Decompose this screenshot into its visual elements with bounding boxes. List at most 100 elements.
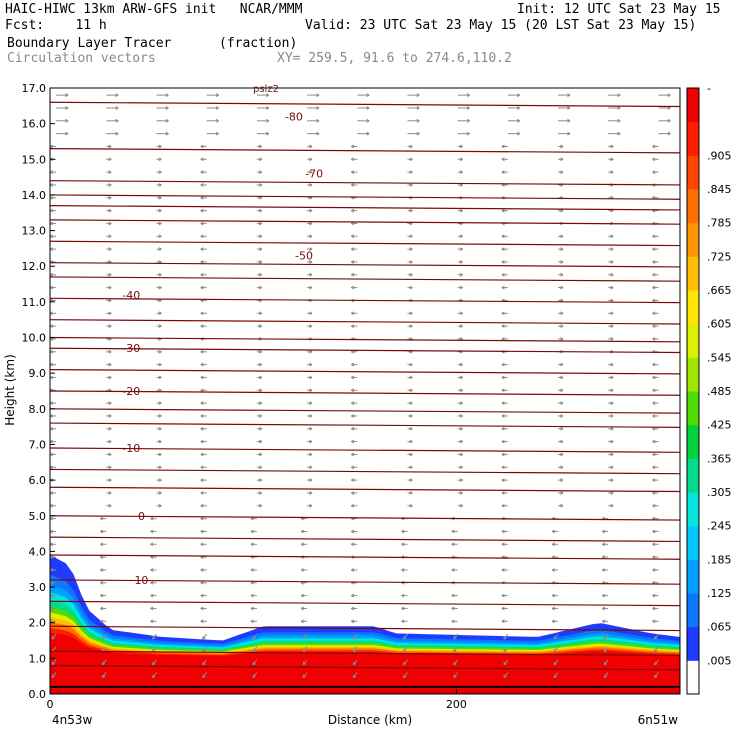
circulation-vector	[250, 619, 257, 624]
circulation-vector	[307, 106, 320, 110]
circulation-vector	[501, 362, 508, 367]
circulation-vector	[558, 170, 564, 175]
circulation-vector	[256, 221, 263, 226]
circulation-vector	[256, 157, 263, 162]
y-tick-label: 4.0	[29, 545, 47, 558]
circulation-vector	[652, 465, 659, 470]
circulation-vector	[200, 503, 207, 508]
circulation-vector	[106, 349, 112, 354]
colorbar-label: .245	[707, 520, 732, 533]
circulation-vector	[402, 646, 408, 653]
circulation-vector	[206, 118, 219, 123]
circulation-vector	[200, 414, 207, 418]
circulation-vector	[150, 580, 157, 585]
circulation-vector	[653, 633, 659, 640]
circulation-vector	[457, 118, 470, 123]
circulation-vector	[457, 106, 470, 110]
circulation-vector	[507, 131, 521, 136]
circulation-vector	[652, 568, 659, 572]
circulation-vector	[156, 349, 162, 354]
circulation-vector	[407, 260, 413, 264]
circulation-vector	[351, 414, 358, 418]
y-tick-label: 9.0	[29, 367, 47, 380]
circulation-vector	[200, 272, 207, 277]
circulation-vector	[351, 183, 358, 187]
colorbar: .005 .065 .125 .185 .245 .305 .365 .425 .485 .545…	[686, 82, 732, 695]
circulation-vector	[608, 414, 614, 418]
circulation-vector	[200, 388, 207, 393]
circulation-vector	[351, 491, 358, 495]
circulation-vector	[352, 633, 358, 640]
circulation-vector	[558, 337, 564, 341]
circulation-vector	[307, 452, 313, 457]
circulation-vector	[558, 234, 564, 239]
cross-section-coords: XY= 259.5, 91.6 to 274.6,110.2	[277, 51, 512, 66]
circulation-vector	[156, 221, 162, 226]
circulation-vector	[608, 401, 614, 405]
circulation-vector	[56, 118, 69, 123]
colorbar-swatch	[687, 323, 699, 358]
circulation-vector	[200, 568, 207, 572]
circulation-vector	[156, 247, 162, 252]
circulation-vector	[307, 478, 313, 482]
circulation-vector	[200, 247, 207, 252]
circulation-vector	[351, 272, 358, 277]
circulation-vector	[457, 388, 463, 393]
circulation-vector	[200, 195, 207, 200]
temperature-contour	[49, 447, 681, 453]
circulation-vector	[558, 311, 564, 316]
circulation-vector	[457, 452, 463, 457]
circulation-vector	[457, 503, 463, 508]
circulation-vector	[501, 170, 508, 175]
temperature-contour	[49, 101, 681, 108]
circulation-vector	[457, 144, 463, 149]
circulation-vector	[558, 157, 564, 162]
circulation-vector	[100, 593, 107, 598]
circulation-vector	[351, 388, 358, 393]
circulation-vector	[156, 195, 162, 200]
circulation-vector	[351, 426, 358, 431]
circulation-vector	[156, 272, 162, 277]
circulation-vector	[250, 606, 257, 611]
circulation-vector	[558, 465, 564, 470]
circulation-vector	[608, 285, 614, 290]
circulation-vector	[457, 375, 463, 380]
colorbar-swatch	[687, 626, 699, 661]
circulation-vector	[100, 516, 107, 521]
circulation-vector	[351, 503, 358, 508]
circulation-vector	[100, 555, 107, 559]
circulation-vector	[49, 593, 57, 598]
circulation-vector	[401, 542, 408, 547]
circulation-vector	[56, 131, 69, 136]
circulation-vector	[652, 324, 659, 328]
circulation-vector	[252, 646, 258, 653]
contour-label: -70	[305, 168, 323, 181]
circulation-vector	[658, 93, 671, 98]
circulation-vector	[100, 619, 107, 624]
circulation-vector	[501, 542, 508, 547]
circulation-vector	[407, 324, 413, 328]
circulation-vector	[503, 672, 509, 679]
circulation-vector	[652, 593, 659, 598]
circulation-vector	[351, 247, 358, 252]
circulation-vector	[307, 503, 313, 508]
circulation-vector	[101, 672, 107, 679]
circulation-vector	[608, 157, 614, 162]
circulation-vector	[351, 606, 358, 611]
circulation-vector	[156, 170, 162, 175]
circulation-vector	[156, 144, 162, 149]
circulation-vector	[49, 414, 57, 418]
circulation-vector	[608, 478, 614, 482]
circulation-vector	[106, 247, 112, 252]
circulation-vector	[501, 272, 508, 277]
circulation-vector	[407, 401, 413, 405]
colorbar-label: .185	[707, 553, 732, 566]
circulation-vector	[652, 478, 659, 482]
circulation-vector	[558, 118, 571, 123]
circulation-vector	[49, 144, 57, 149]
temperature-contour	[49, 319, 681, 325]
colorbar-swatch	[687, 88, 699, 123]
circulation-vector	[49, 375, 57, 380]
circulation-vector	[457, 285, 463, 290]
circulation-vector	[200, 452, 207, 457]
